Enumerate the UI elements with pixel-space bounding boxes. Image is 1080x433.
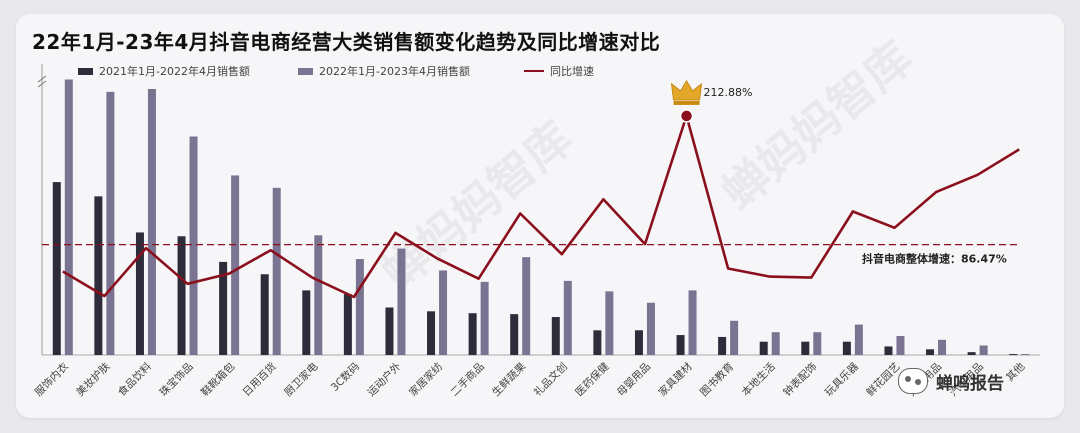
x-tick-label: 礼品文创 [531,360,570,399]
legend-label-series2: 2022年1月-2023年4月销售额 [319,65,470,78]
legend-swatch-line [524,70,544,72]
legend-item-line: 同比增速 [524,63,594,79]
reference-line-label: 抖音电商整体增速：86.47% [862,252,1007,266]
x-tick-label: 图书教育 [697,360,736,399]
legend-item-series1: 2021年1月-2022年4月销售额 [78,63,250,79]
bar-series1 [468,313,477,355]
bar-series2 [314,235,323,355]
axis-break-mark [37,75,47,83]
wechat-icon [898,368,928,394]
bar-series2 [1021,354,1030,356]
bar-series1 [94,196,103,355]
crown-base [673,100,700,105]
x-tick-label: 二手商品 [448,360,487,399]
x-tick-label: 运动户外 [365,360,404,399]
legend-item-series2: 2022年1月-2023年4月销售额 [298,63,470,79]
legend-label-line: 同比增速 [550,65,594,78]
bar-series2 [938,339,947,355]
x-tick-label: 其他 [1003,360,1027,384]
x-tick-label: 家具建材 [656,360,695,399]
bar-series1 [884,346,893,355]
bar-series1 [510,314,519,355]
bar-series2 [480,281,489,355]
x-tick-label: 3C数码 [328,360,362,394]
brand-name: 蝉鸣报告 [936,373,1004,394]
bar-series2 [397,248,406,355]
bar-series1 [1009,354,1018,356]
x-tick-label: 鞋靴箱包 [198,360,237,399]
x-tick-label: 玩具乐器 [823,360,862,399]
bar-series2 [646,302,655,355]
bar-series1 [177,236,186,355]
x-tick-label: 食品饮料 [115,360,154,399]
bar-series2 [64,79,73,355]
bar-series1 [52,182,61,355]
bar-series1 [302,290,311,355]
chart-title: 22年1月-23年4月抖音电商经营大类销售额变化趋势及同比增速对比 [32,30,661,54]
bar-series1 [427,311,436,355]
bar-series2 [688,290,697,355]
bar-series1 [551,317,560,355]
peak-data-label: 212.88% [704,86,753,99]
bar-series1 [842,341,851,355]
bar-series1 [676,335,685,355]
bar-series2 [979,345,988,355]
x-tick-label: 生鲜蔬果 [489,360,528,399]
x-tick-label: 美妆护肤 [74,360,113,399]
bar-series2 [272,187,281,355]
x-tick-label: 母婴用品 [615,361,653,399]
x-tick-label: 本地生活 [739,360,778,399]
bar-series1 [926,349,935,355]
x-tick-label: 医药保健 [573,360,612,399]
bar-series1 [135,232,144,355]
line-series-growth [62,114,1020,299]
bar-series2 [106,91,115,355]
crown-icon [670,79,703,101]
x-tick-label: 厨卫家电 [282,360,321,399]
x-tick-label: 家居家纺 [406,360,445,399]
bar-series2 [231,175,240,355]
bar-series1 [260,274,269,355]
bar-series2 [563,280,572,355]
bar-series1 [343,294,352,355]
bar-series1 [759,341,768,355]
bar-series2 [522,257,531,355]
bar-series2 [730,320,739,355]
bar-series2 [189,136,198,355]
bar-series1 [219,261,228,355]
legend-swatch-series2 [298,67,313,75]
axis-break-mark [37,80,47,88]
bar-series1 [718,336,727,355]
bar-series1 [593,330,602,355]
bar-series1 [385,307,394,355]
bar-series1 [967,352,976,355]
x-tick-label: 鲜花园艺 [864,360,903,399]
bar-series2 [896,336,905,355]
legend-swatch-series1 [78,67,93,75]
x-tick-label: 钟表配饰 [781,360,820,399]
peak-marker [679,109,694,123]
bar-series2 [147,89,156,355]
x-tick-label: 服饰内衣 [32,360,71,399]
bar-series2 [854,324,863,355]
bar-series2 [439,270,448,355]
bar-series1 [801,341,810,355]
bar-series2 [605,291,614,355]
legend-label-series1: 2021年1月-2022年4月销售额 [99,65,250,78]
brand-logo: 蝉鸣报告 [898,368,1004,394]
bar-series2 [813,332,822,355]
bar-series2 [355,259,364,355]
x-tick-label: 日用百货 [240,360,279,399]
bar-series2 [771,332,780,355]
bar-series1 [634,330,643,355]
x-tick-label: 珠宝饰品 [157,360,196,399]
